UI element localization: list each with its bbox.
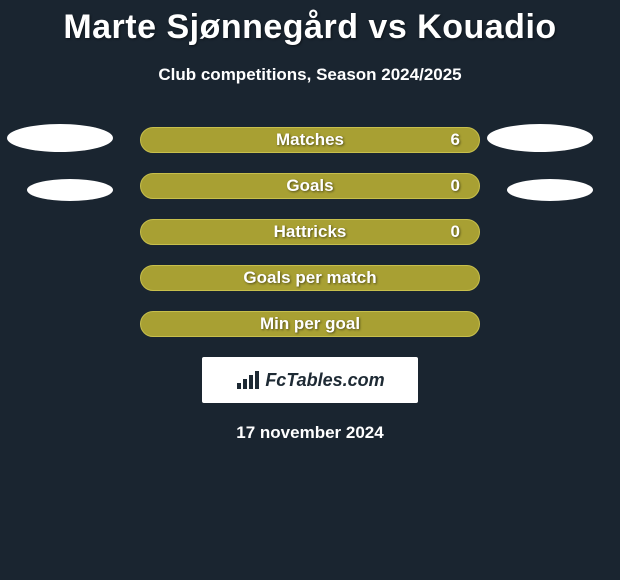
stat-label: Goals	[286, 176, 333, 196]
stat-label: Min per goal	[260, 314, 360, 334]
logo-text: FcTables.com	[265, 370, 384, 391]
stat-value: 6	[451, 130, 460, 150]
stat-row-min-per-goal: Min per goal	[0, 311, 620, 337]
stat-row-hattricks: Hattricks 0	[0, 219, 620, 245]
player-left-avatar-1	[7, 124, 113, 152]
player-right-avatar-2	[507, 179, 593, 201]
page-subtitle: Club competitions, Season 2024/2025	[0, 65, 620, 85]
stat-value: 0	[451, 176, 460, 196]
stat-rows: Matches 6 Goals 0 Hattricks 0 Goals per …	[0, 127, 620, 337]
stat-label: Matches	[276, 130, 344, 150]
page-title: Marte Sjønnegård vs Kouadio	[0, 0, 620, 47]
stat-value: 0	[451, 222, 460, 242]
date-label: 17 november 2024	[0, 423, 620, 443]
stat-row-goals-per-match: Goals per match	[0, 265, 620, 291]
player-right-avatar-1	[487, 124, 593, 152]
barchart-icon	[235, 369, 261, 391]
stat-label: Goals per match	[243, 268, 376, 288]
player-left-avatar-2	[27, 179, 113, 201]
stat-label: Hattricks	[274, 222, 347, 242]
logo-box: FcTables.com	[202, 357, 418, 403]
